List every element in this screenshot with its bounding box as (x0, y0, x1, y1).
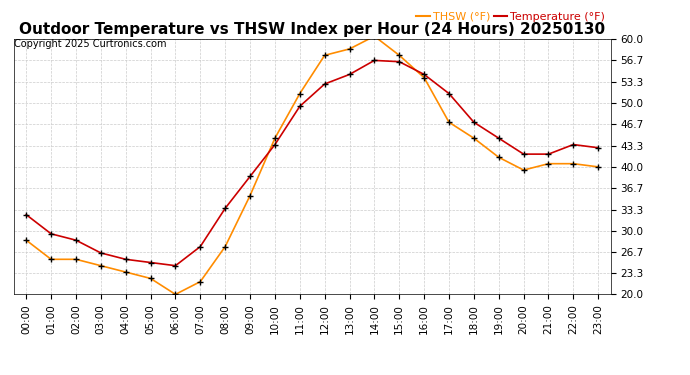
Legend: THSW (°F), Temperature (°F): THSW (°F), Temperature (°F) (416, 12, 605, 22)
Text: Copyright 2025 Curtronics.com: Copyright 2025 Curtronics.com (14, 39, 166, 50)
Title: Outdoor Temperature vs THSW Index per Hour (24 Hours) 20250130: Outdoor Temperature vs THSW Index per Ho… (19, 22, 605, 37)
